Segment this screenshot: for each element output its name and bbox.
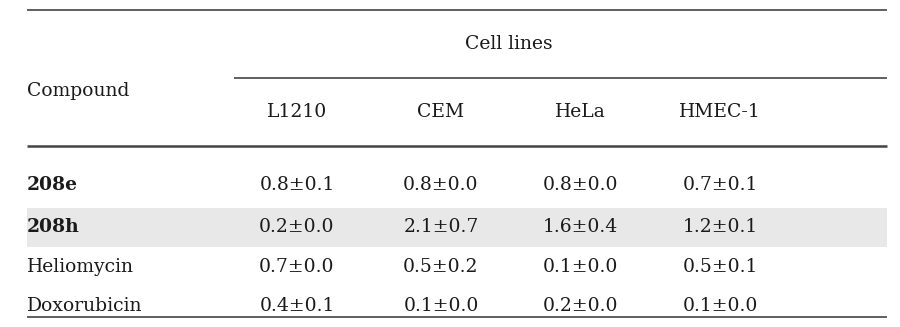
Text: 0.7±0.0: 0.7±0.0	[259, 257, 335, 276]
Text: 0.5±0.2: 0.5±0.2	[403, 257, 479, 276]
Text: HeLa: HeLa	[555, 103, 606, 121]
Text: 0.7±0.1: 0.7±0.1	[682, 176, 758, 194]
Text: 2.1±0.7: 2.1±0.7	[403, 218, 479, 236]
Text: CEM: CEM	[418, 103, 464, 121]
Text: 0.5±0.1: 0.5±0.1	[682, 257, 758, 276]
Text: Heliomycin: Heliomycin	[27, 257, 134, 276]
Text: 1.2±0.1: 1.2±0.1	[682, 218, 758, 236]
Text: Doxorubicin: Doxorubicin	[27, 297, 142, 315]
Text: 208h: 208h	[27, 218, 80, 236]
Text: 0.8±0.0: 0.8±0.0	[403, 176, 479, 194]
Text: 0.1±0.0: 0.1±0.0	[543, 257, 618, 276]
Text: 0.8±0.1: 0.8±0.1	[259, 176, 335, 194]
Text: 0.4±0.1: 0.4±0.1	[259, 297, 335, 315]
Text: 0.2±0.0: 0.2±0.0	[259, 218, 335, 236]
Text: 1.6±0.4: 1.6±0.4	[543, 218, 618, 236]
Text: 0.8±0.0: 0.8±0.0	[543, 176, 618, 194]
Text: 0.2±0.0: 0.2±0.0	[543, 297, 618, 315]
Text: 208e: 208e	[27, 176, 78, 194]
Text: HMEC-1: HMEC-1	[680, 103, 760, 121]
Text: Compound: Compound	[27, 82, 130, 100]
Text: 0.1±0.0: 0.1±0.0	[403, 297, 479, 315]
Text: 0.1±0.0: 0.1±0.0	[682, 297, 758, 315]
Text: L1210: L1210	[267, 103, 327, 121]
Text: Cell lines: Cell lines	[464, 35, 553, 53]
